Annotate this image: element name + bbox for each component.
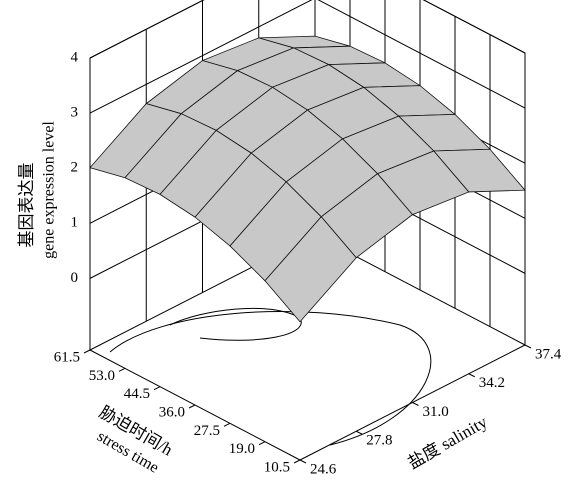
x-tick-label: 61.5	[54, 349, 80, 365]
x-tick-label: 27.5	[194, 423, 220, 439]
tick-mark	[356, 430, 363, 435]
z-tick-label: 2	[71, 160, 79, 176]
tick-mark	[299, 459, 307, 464]
surface-patch	[264, 216, 357, 323]
z-tick-label: 3	[71, 105, 79, 121]
z-tick-label: 4	[71, 49, 79, 65]
z-axis-title: 基因表达量	[17, 163, 36, 248]
floor-contour	[109, 311, 432, 446]
tick-mark	[293, 459, 301, 464]
y-axis-title: 盐度 salinity	[404, 412, 490, 473]
y-tick-label: 31.0	[423, 404, 449, 420]
x-tick-label: 36.0	[159, 404, 185, 420]
x-tick-label: 19.0	[229, 441, 255, 457]
tick-mark	[118, 367, 126, 372]
tick-mark	[153, 386, 161, 391]
y-tick-label: 34.2	[479, 375, 505, 391]
x-tick-label: 10.5	[264, 459, 290, 475]
tick-mark	[223, 422, 231, 427]
y-tick-label: 37.4	[535, 346, 562, 362]
z-tick-label: 1	[71, 215, 79, 231]
z-axis-title-en: gene expression level	[41, 121, 58, 259]
tick-mark	[468, 373, 475, 378]
tick-mark	[524, 344, 532, 349]
tick-mark	[83, 349, 91, 354]
x-tick-label: 44.5	[124, 386, 150, 402]
tick-mark	[258, 441, 266, 446]
z-tick-label: 0	[71, 270, 79, 286]
tick-mark	[188, 404, 196, 409]
y-tick-label: 27.8	[366, 433, 392, 449]
x-tick-label: 53.0	[89, 368, 115, 384]
y-tick-label: 24.6	[310, 461, 337, 477]
tick-mark	[412, 402, 419, 406]
